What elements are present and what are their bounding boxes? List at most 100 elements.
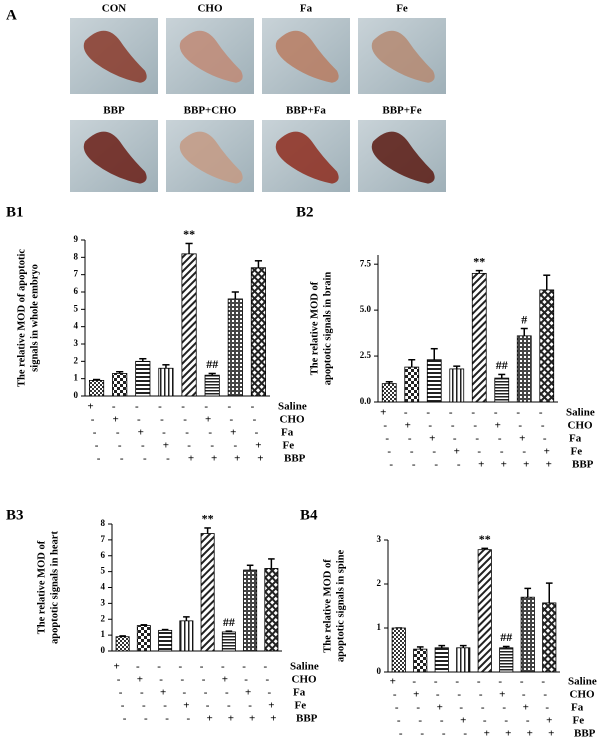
treatment-sign: - (166, 453, 170, 465)
significance-marker: ** (183, 227, 195, 241)
y-tick-label: 1 (74, 373, 79, 383)
treatment-sign: + (183, 700, 189, 712)
treatment-sign: - (163, 700, 167, 712)
treatment-sign: - (471, 407, 475, 419)
treatment-sign: - (412, 459, 416, 471)
treatment-sign: + (230, 427, 236, 439)
embryo (275, 131, 339, 184)
bar (179, 620, 194, 652)
treatment-name: CHO (280, 414, 306, 426)
y-axis-label: The relative MOD of (36, 540, 47, 634)
treatment-sign: - (455, 676, 459, 688)
embryo (371, 131, 435, 184)
y-axis-label: apoptotic signals in brain (322, 272, 333, 386)
treatment-sign: - (248, 700, 252, 712)
y-tick-label: 4 (74, 321, 79, 331)
bar (135, 360, 151, 397)
treatment-sign: - (143, 453, 147, 465)
treatment-sign: - (408, 433, 412, 445)
treatment-sign: + (113, 661, 119, 673)
treatment-sign: - (477, 676, 481, 688)
treatment-name: Fe (283, 440, 295, 452)
y-tick-label: 2 (74, 355, 79, 365)
treatment-name: Fa (569, 433, 582, 445)
treatment-sign: - (518, 420, 522, 432)
bar (477, 549, 492, 673)
treatment-sign: - (142, 700, 146, 712)
treatment-sign: + (390, 676, 396, 688)
treatment-sign: + (454, 446, 460, 458)
y-tick-label: 5 (101, 566, 106, 576)
panel-label: B1 (6, 204, 24, 220)
treatment-sign: - (140, 687, 144, 699)
treatment-name: BBP (574, 728, 596, 740)
treatment-sign: - (418, 715, 422, 727)
bar (181, 253, 197, 397)
image-caption: BBP+Fa (286, 105, 326, 117)
treatment-sign: + (228, 713, 234, 725)
treatment-sign: + (495, 420, 501, 432)
bar (227, 298, 243, 397)
treatment-sign: + (268, 700, 274, 712)
bar (516, 335, 532, 403)
treatment-sign: + (257, 453, 263, 465)
bar (158, 367, 174, 397)
treatment-sign: - (187, 440, 191, 452)
treatment-sign: - (253, 414, 257, 426)
treatment-sign: - (404, 407, 408, 419)
y-axis-label: The relative MOD of (322, 559, 333, 653)
treatment-sign: - (494, 407, 498, 419)
treatment-name: Fe (295, 700, 307, 712)
image-caption: BBP+CHO (184, 105, 237, 117)
treatment-sign: + (405, 420, 411, 432)
treatment-sign: - (123, 713, 127, 725)
y-tick-label: 8 (74, 251, 79, 261)
bar (88, 379, 105, 397)
treatment-sign: + (113, 414, 119, 426)
treatment-sign: - (457, 459, 461, 471)
y-tick-label: 0 (74, 390, 79, 400)
treatment-sign: + (478, 459, 484, 471)
y-tick-label: 9 (74, 234, 79, 244)
treatment-sign: - (399, 728, 403, 740)
treatment-sign: - (181, 401, 185, 413)
treatment-name: CHO (570, 689, 596, 701)
bar (204, 374, 220, 397)
bar (471, 272, 487, 403)
bar (221, 631, 236, 652)
treatment-sign: - (112, 401, 116, 413)
treatment-sign: - (159, 674, 163, 686)
treatment-name: Fa (281, 427, 294, 439)
bar (264, 568, 279, 652)
treatment-sign: + (138, 427, 144, 439)
y-tick-label: 4 (101, 582, 106, 592)
treatment-sign: - (233, 440, 237, 452)
treatment-sign: - (541, 676, 545, 688)
treatment-sign: + (523, 702, 529, 714)
treatment-sign: + (546, 459, 552, 471)
panel-label: B3 (6, 507, 24, 523)
treatment-sign: - (162, 427, 166, 439)
treatment-name: BBP (572, 459, 594, 471)
treatment-sign: - (502, 702, 506, 714)
significance-marker: ## (206, 357, 218, 371)
treatment-sign: - (144, 713, 148, 725)
treatment-sign: - (93, 427, 97, 439)
treatment-sign: + (206, 713, 212, 725)
treatment-sign: + (546, 715, 552, 727)
significance-marker: ## (500, 630, 512, 644)
bar (243, 569, 258, 652)
treatment-sign: + (505, 728, 511, 740)
treatment-sign: - (483, 715, 487, 727)
treatment-sign: - (498, 676, 502, 688)
bar (539, 289, 555, 403)
significance-marker: ** (479, 532, 491, 546)
y-tick-label: 6 (101, 550, 106, 560)
embryo (179, 30, 243, 83)
treatment-sign: - (516, 407, 520, 419)
treatment-name: Saline (566, 407, 595, 419)
treatment-sign: - (385, 433, 389, 445)
treatment-sign: - (183, 687, 187, 699)
bar (494, 377, 510, 403)
treatment-sign: - (459, 702, 463, 714)
